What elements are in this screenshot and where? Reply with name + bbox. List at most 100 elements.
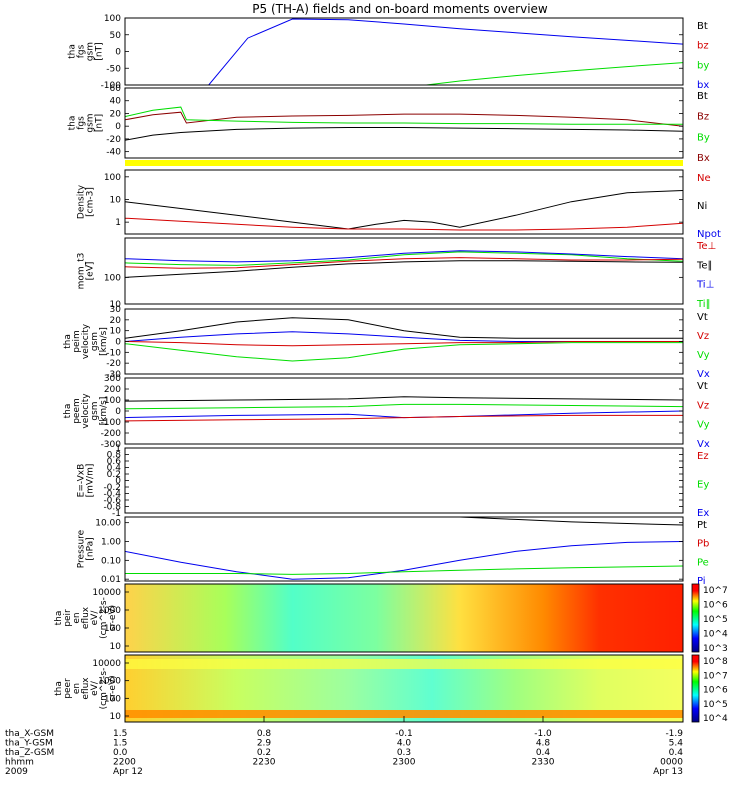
- x-row-value: 0.4: [536, 748, 551, 758]
- y-tick-label: 10000: [92, 659, 121, 669]
- x-row-value: 2330: [532, 758, 555, 768]
- y-axis-label-line: Pressure: [77, 529, 87, 568]
- y-tick-label: 1: [115, 444, 121, 454]
- y-tick-label: 0: [115, 48, 121, 58]
- legend-label: Ex: [697, 508, 709, 519]
- legend-label: Ti∥: [696, 299, 711, 310]
- series-line-Vt: [125, 317, 683, 339]
- panel-frame: [124, 308, 684, 375]
- y-axis-label-line: [nT]: [95, 114, 105, 132]
- colorbar-label: 10^7: [703, 671, 728, 681]
- y-axis-label-line: gsm: [86, 113, 96, 132]
- series-line-Vt: [125, 396, 683, 402]
- colorbar-label: 10^5: [703, 615, 728, 625]
- y-axis-label-line: eflux: [81, 677, 91, 700]
- y-tick-label: 10: [110, 327, 122, 337]
- y-tick-label: 0.8: [107, 451, 122, 461]
- y-tick-label: 1.00: [101, 538, 121, 548]
- series-line-Pi: [125, 541, 683, 580]
- series-line-Te⊥: [125, 257, 683, 269]
- y-axis-label-line: gsm: [86, 42, 96, 61]
- y-axis-label-line: fgs: [77, 44, 87, 58]
- colorbar-label: 10^3: [703, 644, 728, 654]
- y-axis-label-line: peem: [72, 398, 82, 424]
- y-axis-label-line: [cm-3]: [86, 187, 96, 217]
- y-axis-label-line: [km/s]: [99, 327, 109, 356]
- colorbar-label: 10^6: [703, 601, 728, 611]
- series-line-Pt: [459, 517, 683, 526]
- colorbar: [691, 583, 700, 653]
- panel-10: 10^8 10^7 10^6 10^5 10^4 10000 1000 100 10 tha pee…: [54, 654, 728, 724]
- panel-9: 10^7 10^6 10^5 10^4 10^3 10000 1000 100 10 tha pei…: [54, 583, 728, 654]
- legend-label: Pb: [697, 539, 709, 550]
- y-tick-label: 0: [115, 407, 121, 417]
- y-tick-label: 10000: [92, 588, 121, 598]
- panel-frame: [124, 516, 684, 582]
- y-tick-label: 20: [110, 109, 122, 119]
- y-axis-label-line: en: [72, 612, 82, 623]
- y-tick-label: 100: [104, 173, 121, 183]
- y-tick-label: -100: [101, 418, 122, 428]
- y-axis-label-line: tha: [54, 681, 64, 696]
- y-axis-label: E=-VxB [mV/m]: [77, 464, 96, 498]
- x-row-label: hhmm: [5, 758, 34, 768]
- panel-frame: [124, 17, 684, 86]
- panel-frame: [124, 447, 684, 514]
- panel-4: 100 10 Te⊥ Te∥ Ti⊥ Ti∥ mom_t3 [eV]: [77, 237, 716, 310]
- y-axis-label-line: fgs: [77, 116, 87, 130]
- legend-label: Vx: [697, 369, 710, 380]
- x-row-label: 2009: [5, 767, 28, 777]
- y-axis-label-line: gsm: [90, 332, 100, 351]
- spectrogram-field: [125, 584, 683, 652]
- legend-label: Pe: [697, 557, 709, 568]
- legend-label: bx: [697, 80, 709, 91]
- x-row-value: Apr 12: [113, 767, 143, 777]
- y-axis-label-line: en: [72, 683, 82, 694]
- legend-label: Npot: [697, 229, 721, 240]
- y-tick-label: -20: [106, 359, 121, 369]
- y-tick-label: -10: [106, 348, 121, 358]
- series-line-Ni: [125, 190, 683, 230]
- y-tick-label: 100: [104, 14, 121, 24]
- series-group: [125, 190, 683, 231]
- y-axis-label-line: sr-eV): [108, 605, 118, 631]
- panel-7: 10.80.60.40.20-0.2-0.4-0.6-0.8-1 Ez Ey Ex E=…: [77, 444, 710, 519]
- y-tick-label: 100: [104, 396, 121, 406]
- x-row-value: -0.1: [395, 729, 413, 739]
- y-tick-label: -0.8: [103, 503, 121, 513]
- x-row-value: 0.0: [113, 748, 128, 758]
- series-line-Ti⊥: [125, 250, 683, 263]
- spectrogram-low-energy-band: [125, 710, 683, 718]
- y-axis-label-line: (cm^2-s-: [99, 668, 109, 710]
- x-row-value: -1.9: [665, 729, 683, 739]
- x-row-value: 1.5: [113, 739, 127, 749]
- x-row-value: 2200: [113, 758, 136, 768]
- legend-label: Bz: [697, 112, 709, 123]
- y-axis-label: tha peir en eflux eV/(cm^2-s-sr-eV): [54, 597, 118, 639]
- yellow-flag-bar: [125, 160, 683, 166]
- y-tick-label: -40: [106, 148, 121, 158]
- y-tick-label: 50: [110, 31, 122, 41]
- y-tick-label: 10: [110, 712, 122, 722]
- y-tick-label: -1: [112, 509, 121, 519]
- series-line-Vy: [125, 342, 683, 362]
- x-row-value: 0.8: [257, 729, 272, 739]
- x-axis-annotation: tha_X-GSM 1.5 0.8 -0.1 -1.0 -1.9 tha_Y-GSM 1.5 2…: [5, 716, 684, 777]
- x-row-value: 1.5: [113, 729, 127, 739]
- colorbar-label: 10^4: [703, 630, 728, 640]
- colorbar-label: 10^6: [703, 686, 728, 696]
- y-tick-label: 1: [115, 218, 121, 228]
- y-tick-label: 100: [104, 273, 121, 283]
- y-axis-label-line: [nT]: [95, 42, 105, 60]
- y-tick-label: 10: [110, 300, 122, 310]
- legend-label: Vz: [697, 400, 709, 411]
- y-axis-label-line: E=-VxB: [77, 464, 87, 498]
- x-row-value: 2300: [393, 758, 416, 768]
- y-tick-label: -0.4: [103, 490, 121, 500]
- x-row-value: 0.3: [397, 748, 411, 758]
- y-tick-label: 100: [104, 694, 121, 704]
- y-axis-label-line: tha: [63, 404, 73, 419]
